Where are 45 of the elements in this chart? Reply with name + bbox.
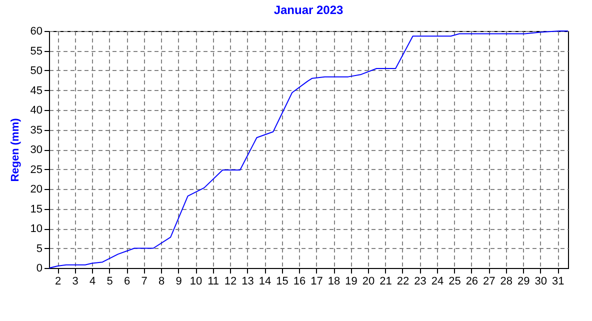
x-tick-label: 30 xyxy=(534,276,548,288)
x-tick-label: 5 xyxy=(106,276,113,288)
x-tick-label: 23 xyxy=(414,276,426,288)
y-tick-label: 60 xyxy=(30,26,42,38)
y-axis-title: Regen (mm) xyxy=(9,118,22,182)
y-tick-label: 35 xyxy=(30,124,42,136)
x-tick-label: 2 xyxy=(55,276,62,288)
x-tick-label: 22 xyxy=(396,276,410,288)
x-tick-label: 14 xyxy=(258,276,272,288)
x-tick-label: 12 xyxy=(224,276,237,288)
x-tick-label: 7 xyxy=(141,276,148,288)
x-tick-label: 18 xyxy=(328,276,340,288)
y-tick-label: 50 xyxy=(30,65,42,77)
x-tick-label: 25 xyxy=(448,276,461,288)
x-tick-label: 28 xyxy=(500,276,513,288)
x-tick-label: 29 xyxy=(518,276,530,288)
x-tick-label: 13 xyxy=(242,276,254,288)
x-tick-label: 31 xyxy=(552,276,564,288)
x-tick-label: 8 xyxy=(158,276,165,288)
x-tick-label: 17 xyxy=(310,276,323,288)
y-tick-label: 55 xyxy=(30,45,42,58)
y-tick-label: 10 xyxy=(30,223,42,235)
x-tick-label: 27 xyxy=(483,276,496,288)
y-tick-label: 45 xyxy=(30,84,42,97)
x-tick-label: 10 xyxy=(190,276,202,288)
x-tick-label: 24 xyxy=(431,276,444,288)
x-tick-label: 20 xyxy=(362,276,375,288)
y-tick-label: 0 xyxy=(36,262,42,274)
y-tick-label: 40 xyxy=(30,104,42,116)
x-tick-label: 11 xyxy=(208,276,220,288)
x-tick-label: 15 xyxy=(276,276,288,288)
x-tick-label: 6 xyxy=(124,276,130,288)
x-tick-label: 21 xyxy=(380,276,392,288)
chart-title: Januar 2023 xyxy=(274,3,344,17)
x-tick-label: 4 xyxy=(90,276,96,288)
y-tick-label: 5 xyxy=(36,242,42,255)
y-tick-label: 25 xyxy=(30,164,42,176)
y-tick-label: 30 xyxy=(30,144,42,156)
x-tick-label: 9 xyxy=(176,276,182,288)
x-tick-label: 19 xyxy=(345,276,358,288)
x-tick-label: 16 xyxy=(293,276,306,288)
y-tick-label: 15 xyxy=(30,203,42,216)
x-tick-label: 26 xyxy=(466,276,478,288)
x-tick-label: 3 xyxy=(72,276,78,288)
y-tick-label: 20 xyxy=(30,184,42,196)
